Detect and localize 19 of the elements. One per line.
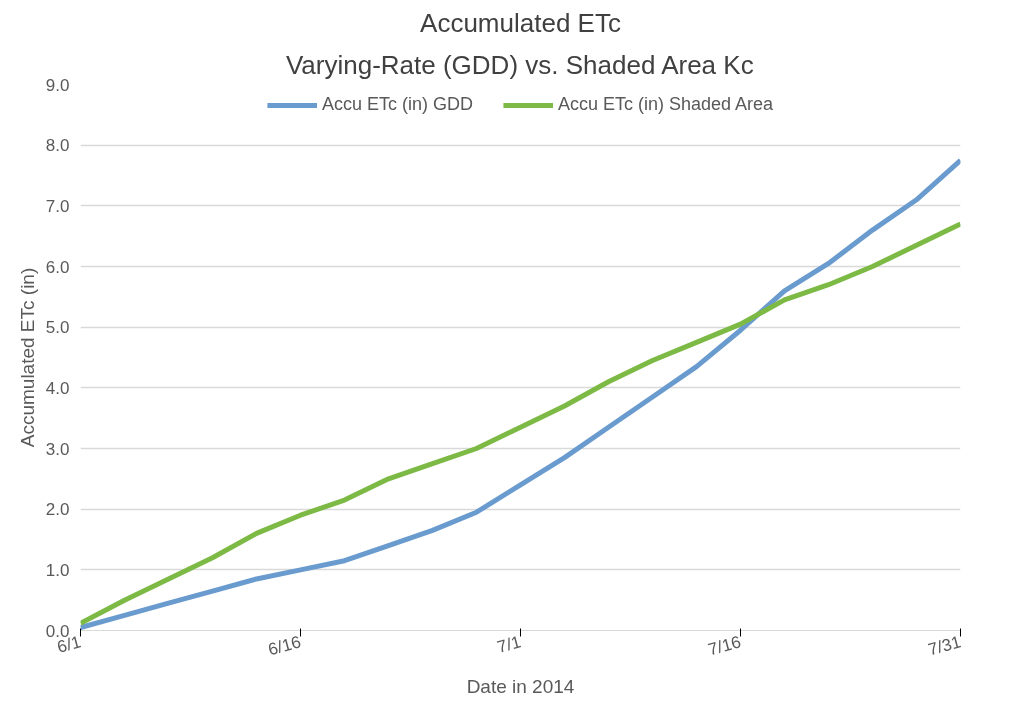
y-tick-label: 8.0 — [45, 136, 70, 156]
x-tick-label: 7/1 — [495, 632, 523, 657]
legend-label: Accu ETc (in) Shaded Area — [557, 94, 774, 115]
y-tick-label: 5.0 — [45, 318, 70, 338]
x-tick-label: 7/16 — [706, 632, 743, 660]
x-tick-label: 7/31 — [926, 632, 963, 660]
y-tick-label: 2.0 — [45, 500, 70, 520]
x-tick-label: 6/16 — [266, 632, 303, 660]
legend-label: Accu ETc (in) GDD — [321, 94, 473, 115]
y-tick-label: 3.0 — [45, 439, 70, 459]
y-tick-label: 6.0 — [45, 257, 70, 277]
y-tick-label: 4.0 — [45, 378, 70, 398]
x-axis-title: Date in 2014 — [466, 676, 575, 698]
chart-subtitle: Varying-Rate (GDD) vs. Shaded Area Kc — [285, 49, 754, 80]
y-tick-label: 7.0 — [45, 196, 70, 216]
chart-title: Accumulated ETc — [420, 7, 621, 38]
y-tick-label: 9.0 — [45, 75, 70, 95]
y-axis-title: Accumulated ETc (in) — [16, 267, 38, 448]
y-tick-label: 1.0 — [45, 560, 70, 580]
